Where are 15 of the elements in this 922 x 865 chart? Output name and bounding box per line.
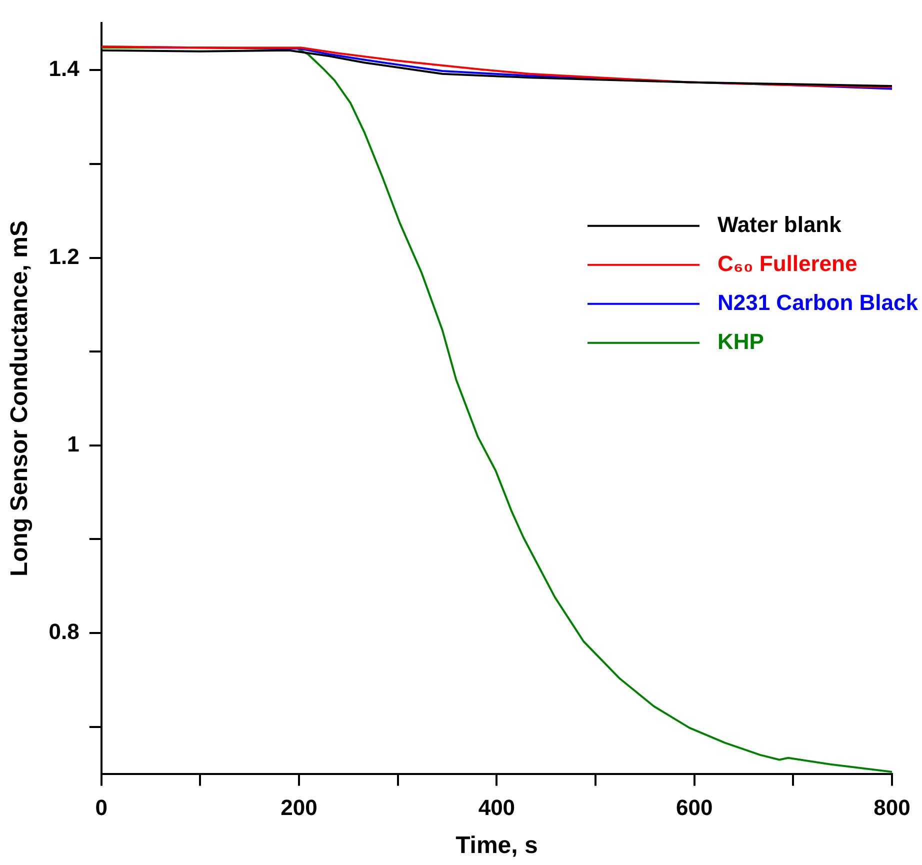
- y-tick-label: 1: [67, 431, 80, 456]
- x-tick-label: 400: [478, 795, 516, 820]
- text: N231 Carbon Black: [717, 290, 919, 315]
- y-axis-title: Long Sensor Conductance, mS: [6, 220, 34, 577]
- x-tick-label: 200: [280, 795, 318, 820]
- x-tick-label: 0: [95, 795, 108, 820]
- text: Water blank: [717, 212, 842, 237]
- y-tick-label: 0.8: [48, 619, 80, 644]
- text: KHP: [717, 328, 764, 354]
- y-tick-label: 1.4: [48, 56, 80, 82]
- x-tick-label: 600: [676, 795, 713, 820]
- y-tick-label: 1.2: [48, 244, 80, 269]
- x-tick-label: 800: [874, 795, 910, 820]
- text: C₆₀ Fullerene: [717, 250, 858, 276]
- x-axis-title: Time, s: [456, 832, 538, 860]
